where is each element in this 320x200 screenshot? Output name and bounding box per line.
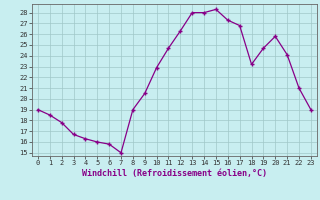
X-axis label: Windchill (Refroidissement éolien,°C): Windchill (Refroidissement éolien,°C): [82, 169, 267, 178]
